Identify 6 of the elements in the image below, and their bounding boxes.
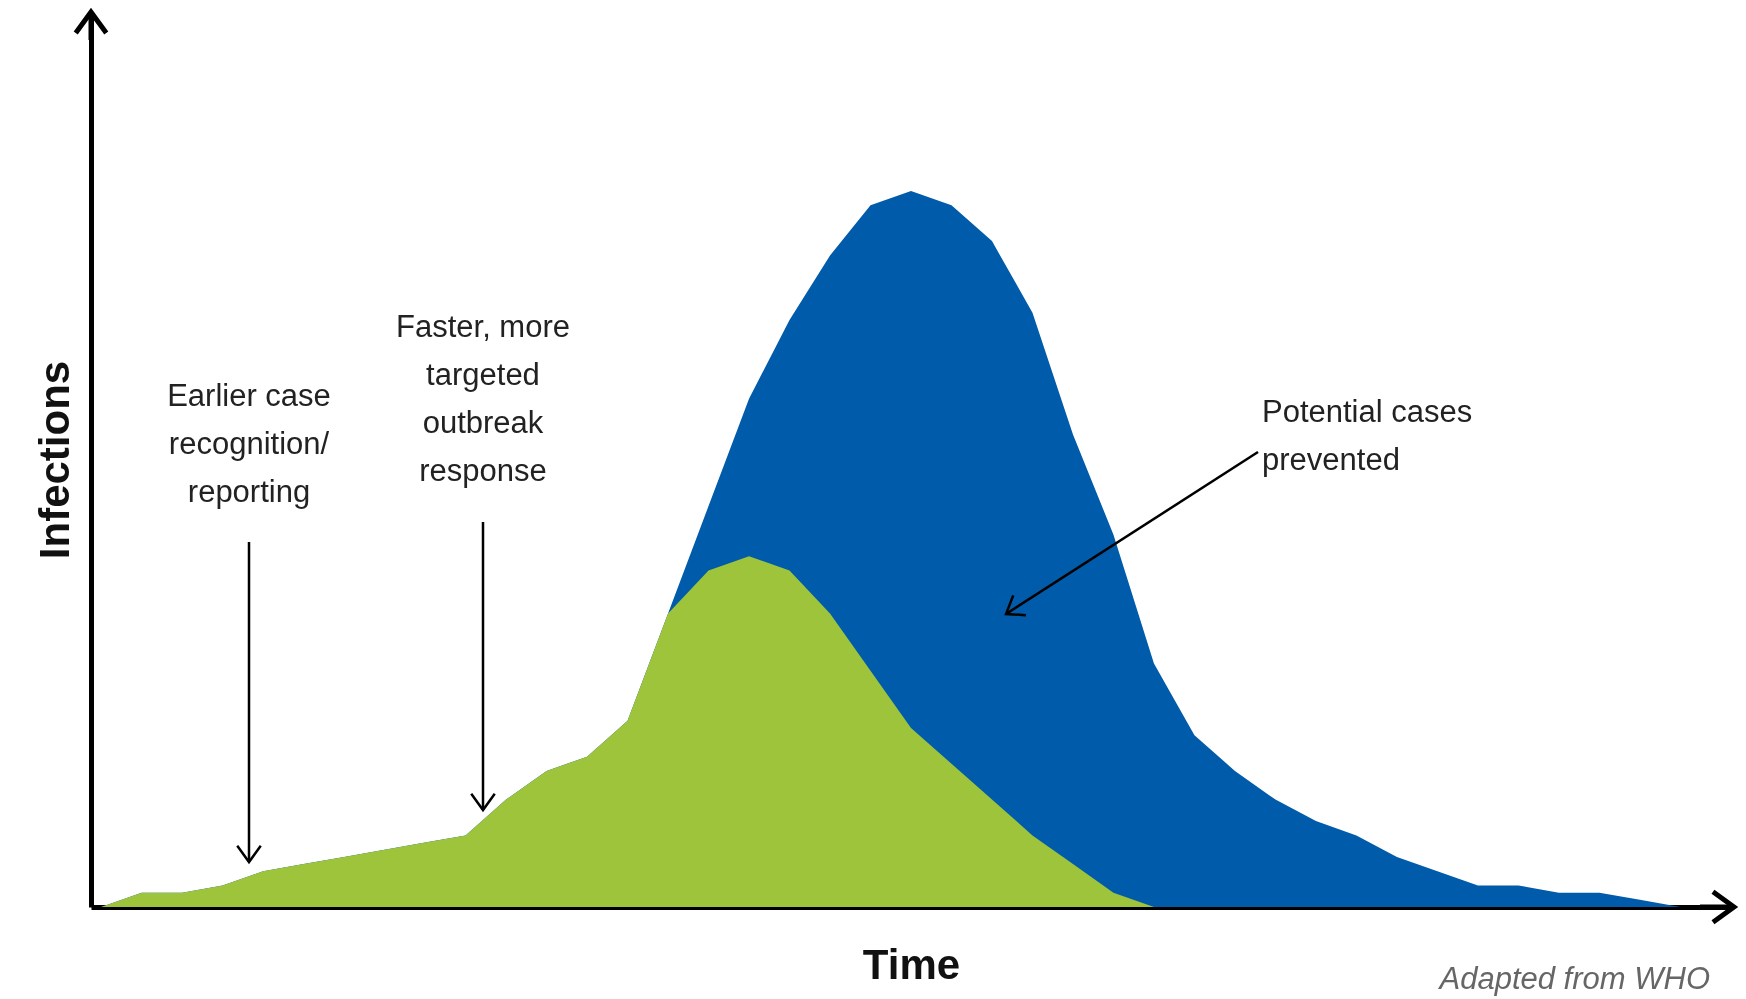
- annotation: Earlier case recognition/ reporting: [166, 377, 332, 511]
- x-axis-title: Time: [862, 940, 961, 988]
- y-axis-title: Infections: [30, 360, 78, 560]
- annotation: Potential cases prevented: [1262, 393, 1474, 479]
- text: Adapted from WHO: [1439, 960, 1710, 998]
- annotation: Faster, more targeted outbreak response: [395, 308, 571, 490]
